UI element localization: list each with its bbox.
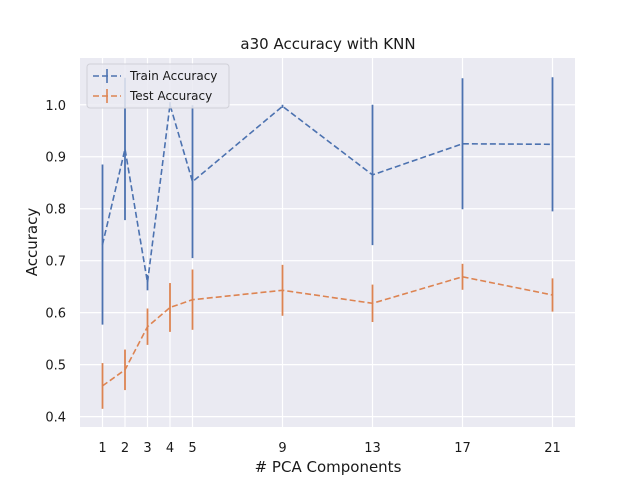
- train-accuracy-point: [101, 243, 104, 246]
- legend-box: [86, 63, 230, 109]
- x-tick-label: 2: [121, 441, 129, 456]
- train-accuracy-point: [461, 143, 464, 145]
- test-accuracy-point: [146, 326, 149, 328]
- test-accuracy-point: [281, 289, 284, 291]
- test-accuracy-point: [191, 299, 194, 301]
- x-tick-label: 9: [278, 441, 286, 456]
- test-accuracy-series: [101, 263, 554, 409]
- tick-labels: 1 2 3 4 5 9 13 17 21 0.4 0.5 0.6 0.7 0.8 0.9 1.0: [45, 99, 560, 456]
- train-accuracy-point: [191, 181, 194, 183]
- x-axis-label: # PCA Components: [255, 458, 402, 476]
- test-accuracy-point: [101, 385, 104, 387]
- y-tick-label: 0.4: [45, 411, 66, 426]
- train-accuracy-point: [371, 174, 374, 176]
- legend: Train Accuracy Test Accuracy: [86, 63, 230, 109]
- test-accuracy-legend-label: Test Accuracy: [129, 89, 212, 103]
- x-tick-label: 1: [98, 441, 106, 456]
- x-tick-label: 4: [166, 441, 174, 456]
- test-accuracy-point: [124, 369, 126, 371]
- y-tick-label: 0.8: [45, 203, 66, 218]
- x-tick-label: 3: [143, 441, 151, 456]
- x-tick-label: 17: [454, 441, 471, 456]
- train-accuracy-point: [281, 105, 284, 107]
- train-accuracy-point: [124, 148, 126, 150]
- y-tick-label: 0.7: [45, 255, 66, 270]
- chart-title: a30 Accuracy with KNN: [240, 35, 415, 53]
- test-accuracy-point: [169, 306, 171, 309]
- test-accuracy-point: [461, 276, 464, 278]
- plot-background: [80, 58, 575, 427]
- y-tick-label: 0.6: [45, 307, 66, 322]
- y-tick-label: 0.5: [45, 359, 66, 374]
- x-tick-label: 13: [364, 441, 381, 456]
- test-accuracy-point: [551, 294, 554, 296]
- test-accuracy-point: [371, 302, 374, 304]
- train-accuracy-legend-label: Train Accuracy: [129, 69, 217, 83]
- series-layer: [101, 77, 554, 409]
- train-accuracy-line: [101, 104, 553, 283]
- x-tick-label: 5: [188, 441, 196, 456]
- train-accuracy-point: [146, 281, 149, 284]
- x-tick-label: 21: [544, 441, 561, 456]
- y-tick-label: 1.0: [45, 99, 66, 114]
- y-axis-label: Accuracy: [23, 208, 41, 277]
- train-accuracy-point: [551, 143, 554, 145]
- y-tick-label: 0.9: [45, 151, 66, 166]
